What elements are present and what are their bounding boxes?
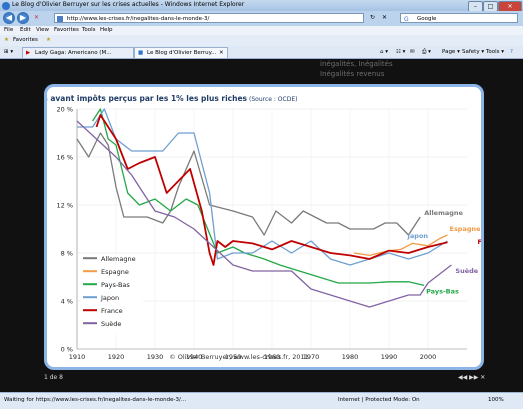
line-chart: 0 % 4 % 8 % 12 % 16 % 20 % 1910 1920 1930 1940 195…: [0, 94, 503, 361]
tab-bar: ⊞ ▾ ▶ Lady Gaga: Americano (M... ■ Le Bl…: [0, 46, 523, 59]
safety-menu[interactable]: Safety ▾: [462, 49, 485, 55]
image-counter: 1 de 8: [44, 374, 63, 381]
search-box[interactable]: G Google: [400, 13, 518, 23]
home-icon[interactable]: ⌂ ▾: [380, 49, 389, 55]
tab-olivier-berruyer[interactable]: ■ Le Blog d'Olivier Berruy... ✕: [134, 47, 228, 58]
legend-label: Suède: [101, 320, 121, 328]
x-tick-label: 1910: [69, 353, 86, 361]
navigation-bar: ◀ ▶ ✕ http://www.les-crises.fr/inegalite…: [0, 11, 523, 26]
chart-legend: Allemagne Espagne Pays-Bas Japon France Suède: [81, 254, 143, 335]
address-url: http://www.les-crises.fr/inegalites-dans…: [67, 16, 210, 22]
background-tag-1: inégalités, Inégalités: [320, 60, 393, 68]
address-bar[interactable]: http://www.les-crises.fr/inegalites-dans…: [54, 13, 364, 23]
menu-edit[interactable]: Edit: [20, 27, 31, 33]
stop-button[interactable]: ✕: [34, 14, 40, 21]
lightbox-image: 0 % 4 % 8 % 12 % 16 % 20 % 1910 1920 1930 1940 195…: [0, 84, 503, 370]
google-icon: G: [404, 16, 409, 23]
menu-view[interactable]: View: [36, 27, 50, 33]
background-page: inégalités, Inégalités Inégalités revenu…: [318, 59, 523, 119]
legend-label: Pays-Bas: [101, 281, 130, 289]
chart-credit: © Olivier Berruyer, www.les-crises.fr, 2…: [169, 353, 309, 361]
tab-label: Le Blog d'Olivier Berruy...: [147, 50, 217, 56]
x-tick-label: 1950: [225, 353, 242, 361]
x-tick-label: 1990: [381, 353, 398, 361]
title-bar: Le Blog d'Olivier Berruyer sur les crise…: [0, 0, 523, 12]
series-label-japon: Japon: [407, 232, 429, 240]
tab-lady-gaga[interactable]: ▶ Lady Gaga: Americano (M...: [22, 47, 134, 58]
background-tag-2: Inégalités revenus: [320, 70, 385, 78]
favorites-star-icon[interactable]: ★: [4, 37, 9, 43]
security-zone: Internet | Protected Mode: On: [338, 397, 420, 403]
series-label-allemagne: Allemagne: [424, 209, 463, 217]
chart-source: (Source : OCDE): [249, 96, 297, 103]
legend-label: Allemagne: [101, 255, 136, 263]
series-line-allemagne: [76, 132, 421, 236]
tab-label: Lady Gaga: Americano (M...: [35, 50, 112, 56]
x-tick-label: 1920: [108, 353, 125, 361]
menu-bar: File Edit View Favorites Tools Help: [0, 26, 523, 35]
search-text: Google: [417, 16, 437, 22]
tab-favicon-icon: ■: [138, 50, 144, 56]
legend-box: [81, 254, 143, 335]
series-line-pays-bas: [92, 108, 425, 287]
favorites-button[interactable]: Favorites: [13, 37, 38, 43]
refresh-icon[interactable]: ↻: [370, 14, 376, 21]
legend-label: Japon: [100, 294, 119, 302]
status-bar: Waiting for https://www.les-crises.fr/in…: [0, 392, 523, 409]
legend-label: Espagne: [101, 268, 129, 276]
chart-lines: [76, 108, 452, 308]
series-line-suède: [76, 120, 452, 308]
zoom-level[interactable]: 100%: [488, 397, 504, 403]
legend-label: France: [101, 307, 123, 315]
x-tick-label: 2000: [420, 353, 437, 361]
series-line-espagne: [353, 234, 448, 257]
ie-logo-icon: [2, 2, 10, 10]
quick-tabs-icon[interactable]: ⊞ ▾: [4, 49, 14, 55]
series-line-france: [95, 114, 448, 266]
y-tick-label: 4 %: [61, 298, 73, 306]
forward-button[interactable]: ▶: [17, 12, 29, 24]
y-tick-label: 0 %: [61, 346, 73, 354]
youtube-icon: ▶: [26, 50, 31, 56]
print-icon[interactable]: ⎙ ▾: [422, 49, 431, 55]
series-label-pays-bas: Pays-Bas: [426, 287, 459, 295]
status-text: Waiting for https://www.les-crises.fr/in…: [4, 397, 187, 403]
x-tick-label: 1940: [186, 353, 203, 361]
tools-menu[interactable]: Tools ▾: [486, 49, 505, 55]
help-icon[interactable]: ?: [510, 49, 513, 55]
menu-tools[interactable]: Tools: [82, 27, 96, 33]
series-label-suède: Suède: [455, 267, 478, 275]
chart-axes: 0 % 4 % 8 % 12 % 16 % 20 % 1910 1920 1930 1940 195…: [56, 106, 467, 361]
y-tick-label: 20 %: [56, 106, 73, 114]
x-tick-label: 1960: [264, 353, 281, 361]
mail-icon[interactable]: ✉: [410, 49, 415, 55]
chart-title: Part des revenus avant impôts perçus par…: [47, 94, 248, 103]
back-button[interactable]: ◀: [3, 12, 15, 24]
lightbox-controls: 1 de 8 ◀◀ ▶▶ ✕: [0, 372, 523, 385]
menu-help[interactable]: Help: [100, 27, 113, 33]
x-tick-label: 1970: [303, 353, 320, 361]
y-tick-label: 12 %: [56, 202, 73, 210]
menu-favorites[interactable]: Favorites: [54, 27, 79, 33]
feeds-icon[interactable]: ☷ ▾: [396, 49, 406, 55]
series-label-france: France: [478, 238, 482, 246]
rss-icon[interactable]: ✕: [382, 14, 388, 21]
series-label-espagne: Espagne: [450, 225, 482, 233]
tab-close-icon[interactable]: ✕: [219, 50, 224, 56]
x-tick-label: 1980: [342, 353, 359, 361]
window-title: Le Blog d'Olivier Berruyer sur les crise…: [12, 1, 245, 8]
page-favicon-icon: [57, 16, 63, 22]
content-area: inégalités, Inégalités Inégalités revenu…: [0, 59, 523, 392]
page-menu[interactable]: Page ▾: [442, 49, 460, 55]
add-favorite-icon[interactable]: ★: [46, 37, 51, 43]
y-tick-label: 16 %: [56, 154, 73, 162]
x-tick-label: 1930: [147, 353, 164, 361]
series-line-japon: [77, 108, 448, 266]
y-tick-label: 8 %: [61, 250, 73, 258]
lightbox-nav-buttons[interactable]: ◀◀ ▶▶ ✕: [458, 374, 486, 381]
menu-file[interactable]: File: [4, 27, 14, 33]
